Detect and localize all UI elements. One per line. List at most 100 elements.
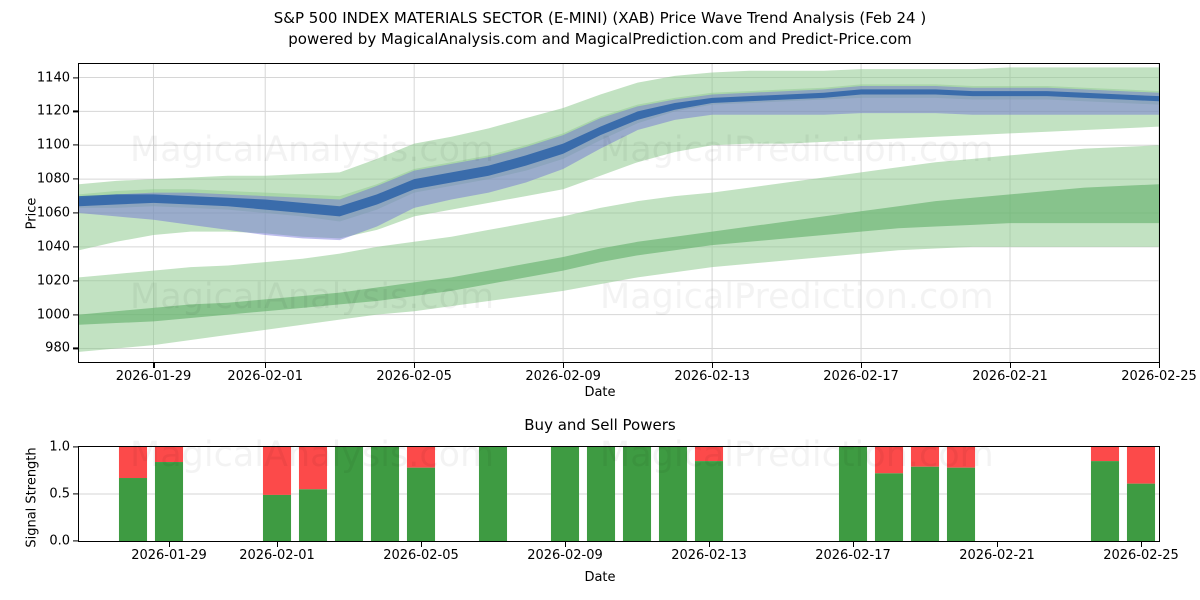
- buy-power-bar: [370, 447, 400, 541]
- bar-x-tick: 2026-02-01: [239, 548, 315, 563]
- price-x-axis-label: Date: [584, 385, 616, 400]
- sell-power-bar: [154, 447, 184, 463]
- buy-power-bar: [874, 473, 904, 541]
- bar-y-tick: 0.0: [49, 533, 70, 549]
- bar-x-tick-mark: [421, 542, 423, 547]
- price-y-axis-label: Price: [24, 197, 40, 230]
- buy-power-bar: [550, 447, 580, 541]
- price-x-tick: 2026-02-05: [376, 369, 452, 384]
- buy-power-bar: [1090, 461, 1120, 541]
- price-y-tick: 980: [45, 340, 70, 356]
- price-x-tick-mark: [563, 363, 565, 368]
- bar-x-tick-mark: [277, 542, 279, 547]
- price-y-tick: 1080: [36, 171, 70, 187]
- sell-power-bar: [1090, 447, 1120, 462]
- price-x-tick: 2026-02-01: [227, 369, 303, 384]
- buy-power-bar: [118, 478, 148, 541]
- buy-power-bar: [334, 447, 364, 541]
- bar-x-tick: 2026-02-17: [815, 548, 891, 563]
- bar-x-tick-mark: [709, 542, 711, 547]
- price-band-5: [79, 89, 1159, 217]
- bar-y-axis-label: Signal Strength: [24, 447, 40, 548]
- bar-chart-plot-area: [78, 446, 1160, 542]
- price-x-tick-mark: [861, 363, 863, 368]
- price-x-tick: 2026-02-09: [525, 369, 601, 384]
- price-x-tick-mark: [1010, 363, 1012, 368]
- price-y-tick-mark: [73, 110, 78, 112]
- price-x-tick: 2026-02-25: [1121, 369, 1197, 384]
- bar-x-axis-label: Date: [584, 570, 616, 585]
- buy-power-bar: [406, 467, 436, 541]
- price-x-tick-mark: [414, 363, 416, 368]
- buy-power-bar: [298, 489, 328, 541]
- price-y-tick-mark: [73, 280, 78, 282]
- sell-power-bar: [910, 447, 940, 467]
- bar-x-tick: 2026-02-05: [383, 548, 459, 563]
- price-chart-plot-area: [78, 63, 1160, 363]
- bar-y-tick-mark: [73, 540, 78, 542]
- buy-power-bar: [154, 462, 184, 541]
- price-chart-svg: [79, 64, 1159, 362]
- bar-y-tick-mark: [73, 446, 78, 448]
- bar-x-tick-mark: [1141, 542, 1143, 547]
- price-y-tick-mark: [73, 76, 78, 79]
- price-x-tick: 2026-02-17: [823, 369, 899, 384]
- sell-power-bar: [298, 447, 328, 490]
- bar-x-tick-mark: [565, 542, 567, 547]
- bar-y-tick: 0.5: [49, 486, 70, 502]
- price-y-tick: 1040: [36, 239, 70, 255]
- price-x-tick: 2026-02-21: [972, 369, 1048, 384]
- sell-power-bar: [946, 447, 976, 468]
- buy-power-bar: [1126, 483, 1156, 541]
- price-x-tick: 2026-01-29: [115, 369, 192, 384]
- price-y-tick-mark: [73, 178, 78, 180]
- price-x-tick-mark: [712, 363, 714, 368]
- price-y-tick: 1060: [36, 205, 70, 221]
- bar-x-tick: 2026-02-21: [959, 548, 1035, 563]
- price-x-tick-mark: [1159, 363, 1161, 368]
- sell-power-bar: [262, 447, 292, 495]
- bar-chart-svg: [79, 447, 1159, 541]
- price-y-tick: 1000: [36, 307, 70, 323]
- sell-power-bar: [1126, 447, 1156, 484]
- price-y-tick-mark: [73, 144, 78, 146]
- buy-power-bar: [478, 447, 508, 541]
- buy-power-bar: [262, 494, 292, 541]
- bar-y-tick: 1.0: [49, 439, 70, 455]
- price-y-tick: 1120: [36, 103, 70, 119]
- page-title: S&P 500 INDEX MATERIALS SECTOR (E-MINI) …: [273, 9, 927, 27]
- buy-power-bar: [658, 447, 688, 541]
- bar-x-tick-mark: [169, 542, 171, 547]
- sell-power-bar: [406, 447, 436, 468]
- bar-y-tick-mark: [73, 493, 78, 495]
- page-subtitle: powered by MagicalAnalysis.com and Magic…: [288, 30, 912, 48]
- bar-x-tick: 2026-01-29: [131, 548, 207, 563]
- bar-x-tick-mark: [853, 542, 855, 547]
- chart-title-block: S&P 500 INDEX MATERIALS SECTOR (E-MINI) …: [0, 8, 1200, 50]
- price-x-tick-mark: [153, 363, 155, 368]
- price-y-tick: 1140: [36, 70, 70, 86]
- price-x-tick-mark: [265, 363, 267, 368]
- sell-power-bar: [118, 447, 148, 479]
- buy-power-bar: [622, 447, 652, 541]
- sell-power-bar: [694, 447, 724, 462]
- bar-x-tick: 2026-02-09: [527, 548, 603, 563]
- price-y-tick-mark: [73, 347, 78, 350]
- buy-power-bar: [910, 466, 940, 541]
- bar-x-tick: 2026-02-13: [671, 548, 747, 563]
- price-band-1: [79, 184, 1159, 325]
- price-band-4: [79, 86, 1159, 241]
- sell-power-bar: [874, 447, 904, 474]
- price-band-3: [79, 84, 1159, 222]
- price-y-tick: 1020: [36, 273, 70, 289]
- price-y-tick: 1100: [36, 137, 70, 153]
- buy-power-bar: [946, 467, 976, 541]
- buy-power-bar: [838, 447, 868, 541]
- price-y-tick-mark: [73, 246, 78, 248]
- bar-chart-title: Buy and Sell Powers: [524, 416, 676, 434]
- price-y-tick-mark: [73, 313, 78, 316]
- bar-x-tick: 2026-02-25: [1103, 548, 1179, 563]
- price-x-tick: 2026-02-13: [674, 369, 750, 384]
- price-y-tick-mark: [73, 212, 78, 214]
